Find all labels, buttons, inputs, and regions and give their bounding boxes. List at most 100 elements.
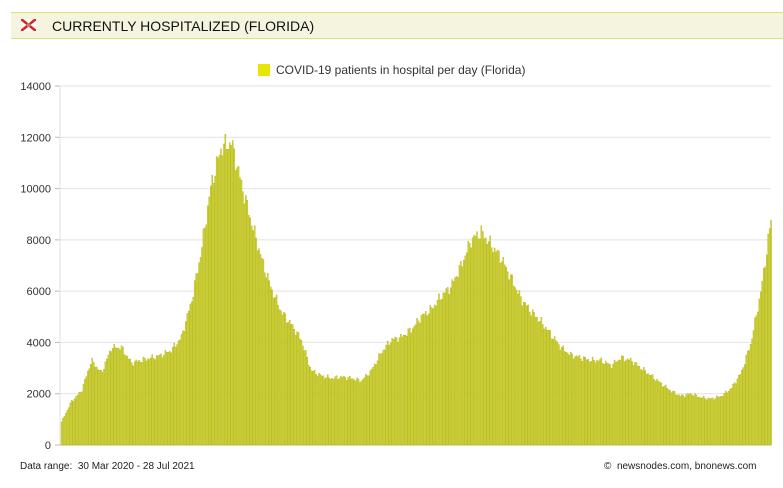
bar [360,380,363,446]
bar [561,347,563,446]
bar [477,238,480,446]
bar [621,355,623,446]
bar [717,396,720,446]
bar [694,393,696,446]
bar [634,362,636,446]
bar [180,334,183,446]
bar [455,276,458,446]
bar [416,318,418,446]
bar [716,395,718,446]
bar [384,349,386,446]
bar [324,378,326,446]
bar [411,328,414,446]
bar [236,167,238,446]
bar [751,338,753,446]
legend-label: COVID-19 patients in hospital per day (F… [276,63,525,77]
chart-title: CURRENTLY HOSPITALIZED (FLORIDA) [52,18,315,34]
bar [290,324,292,446]
bar [729,388,731,446]
bar [616,361,619,446]
bar [498,250,500,446]
bar [414,324,417,446]
bar [224,134,227,446]
bar [591,356,594,446]
bar [321,375,323,446]
bar [605,360,607,446]
bar [328,377,330,446]
bar [520,296,522,446]
bar [471,237,474,446]
bar [210,185,212,446]
bar [444,292,446,446]
bar [515,289,518,446]
bar [451,279,453,446]
y-tick-label: 2000 [27,389,51,401]
bar [189,303,191,446]
bar [183,331,186,446]
bar [613,359,616,446]
y-tick-label: 6000 [27,286,51,298]
bar [394,336,396,446]
bar [641,370,644,446]
bar [647,373,649,446]
bar [586,359,588,446]
bar [474,235,477,446]
bar [375,364,377,446]
bar [499,263,502,446]
bar [643,367,645,446]
bar [366,375,368,446]
bar [166,352,168,446]
bar [466,252,468,446]
bar [112,348,114,446]
bar [428,313,430,446]
bar [528,311,531,446]
bar [673,391,676,446]
bar [723,392,725,446]
bar [413,326,415,446]
bar [406,335,408,446]
bar [666,388,668,446]
bar [417,320,420,446]
bar [571,353,573,446]
bar [460,260,462,446]
bar [730,388,733,446]
bar [145,360,148,446]
bar [382,349,385,446]
bar [346,380,348,446]
bar [85,376,88,446]
bar [593,359,595,446]
bar [78,392,80,446]
bar [202,228,205,446]
bar [305,350,307,446]
bar [322,375,325,446]
bar [223,143,225,446]
bar [719,396,721,446]
bar [303,350,306,446]
bar [746,350,749,446]
bar [353,379,355,446]
bar [227,148,230,446]
bar [119,349,121,446]
range-start: 30 Mar 2020 [77,461,134,472]
bar [767,233,769,446]
bar [698,396,701,446]
bar [483,238,486,446]
bar [452,281,455,446]
bar [562,345,565,446]
bar [315,374,317,446]
bar [757,311,759,446]
bar [596,360,598,446]
bar [341,377,344,446]
bar [356,377,358,446]
bar [126,355,129,446]
bar [343,376,345,446]
bar [542,324,544,446]
bar [63,415,66,446]
bar [534,317,537,446]
credit-text[interactable]: newsnodes.com, bnonews.com [616,461,757,472]
bar [505,266,507,446]
bar [234,170,237,446]
bar [735,383,737,446]
bar [410,332,412,446]
bar [150,357,152,446]
